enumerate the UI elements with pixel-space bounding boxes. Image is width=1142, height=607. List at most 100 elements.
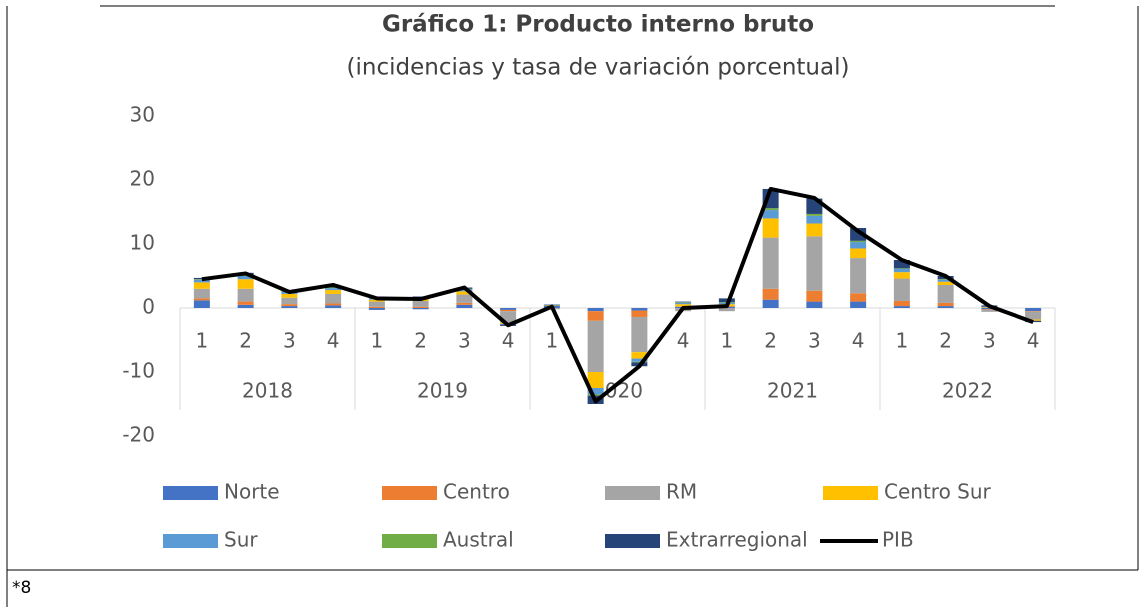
bar-segment — [587, 320, 604, 372]
bar-segment — [937, 284, 954, 303]
bar-segment — [587, 372, 604, 388]
bar-segment — [456, 291, 473, 295]
x-group-label: 2018 — [242, 379, 293, 403]
bar-segment — [850, 240, 867, 243]
bar-segment — [281, 306, 298, 308]
x-tick-label: 4 — [677, 329, 690, 353]
x-tick-label: 1 — [546, 329, 559, 353]
bar-segment — [981, 309, 998, 312]
bar-segment — [325, 305, 342, 308]
bar-segment — [500, 308, 517, 310]
bar-segment — [631, 316, 648, 353]
bar-segment — [587, 394, 604, 396]
bar-segment — [893, 278, 910, 301]
bar-segment — [631, 352, 648, 359]
bar-segment — [325, 293, 342, 304]
bar-segment — [806, 290, 823, 302]
bar-segment — [412, 296, 429, 298]
bar-segment — [850, 228, 867, 241]
bar-segment — [806, 215, 823, 224]
x-tick-label: 3 — [808, 329, 821, 353]
bar-segment — [1025, 311, 1042, 320]
bar-segment — [675, 301, 692, 303]
legend-label: Extrarregional — [666, 528, 808, 552]
x-tick-label: 2 — [414, 329, 427, 353]
x-tick-label: 1 — [721, 329, 734, 353]
x-tick-label: 2 — [239, 329, 252, 353]
bar-segment — [193, 282, 210, 289]
x-tick-label: 4 — [327, 329, 340, 353]
bar-segment — [893, 268, 910, 273]
y-tick-label: -10 — [122, 359, 155, 383]
bar-segment — [762, 299, 779, 308]
x-tick-label: 4 — [1027, 329, 1040, 353]
x-tick-label: 1 — [896, 329, 909, 353]
bar-segment — [675, 302, 692, 305]
bar-segment — [193, 300, 210, 308]
bar-segment — [456, 294, 473, 303]
bar-segment — [1025, 308, 1042, 312]
y-tick-label: 20 — [130, 167, 155, 191]
bar-segment — [193, 279, 210, 283]
bar-segment — [718, 308, 735, 312]
legend-swatch — [163, 486, 218, 500]
bar-segment — [587, 308, 604, 312]
bar-segment — [893, 260, 910, 269]
bar-segment — [675, 302, 692, 303]
bar-segment — [412, 306, 429, 308]
bar-segment — [456, 289, 473, 292]
bar-segment — [937, 281, 954, 285]
bar-segment — [806, 301, 823, 308]
x-tick-label: 4 — [502, 329, 515, 353]
y-tick-label: 0 — [142, 295, 155, 319]
y-tick-label: -20 — [122, 423, 155, 447]
legend-swatch — [382, 486, 437, 500]
bar-segment — [762, 210, 779, 219]
bar-segment — [937, 279, 954, 282]
bar-segment — [981, 308, 998, 310]
bar-segment — [325, 288, 342, 291]
bar-segment — [806, 236, 823, 291]
legend-label: RM — [666, 480, 697, 504]
bar-segment — [631, 308, 648, 311]
bar-segment — [718, 298, 735, 303]
legend-swatch — [163, 534, 218, 548]
x-group-label: 2019 — [417, 379, 468, 403]
bar-segment — [762, 208, 779, 211]
bar-segment — [850, 293, 867, 302]
bar-segment — [412, 300, 429, 307]
bar-segment — [587, 311, 604, 321]
legend-swatch — [605, 486, 660, 500]
bar-segment — [193, 298, 210, 301]
x-tick-label: 1 — [371, 329, 384, 353]
legend-swatch — [605, 534, 660, 548]
bar-segment — [237, 301, 254, 305]
y-tick-label: 10 — [130, 231, 155, 255]
bar-segment — [937, 279, 954, 280]
bar-segment — [850, 242, 867, 249]
bar-segment — [325, 290, 342, 294]
bar-segment — [937, 306, 954, 308]
bar-segment — [806, 223, 823, 237]
bar-segment — [981, 309, 998, 310]
bar-segment — [368, 306, 385, 308]
bar-segment — [281, 304, 298, 307]
bar-segment — [281, 297, 298, 305]
bar-segment — [412, 308, 429, 310]
x-tick-label: 3 — [458, 329, 471, 353]
legend-label: Austral — [443, 528, 514, 552]
legend-swatch — [823, 486, 878, 500]
bar-segment — [937, 302, 954, 307]
bar-segment — [500, 311, 517, 323]
legend-label: Centro — [443, 480, 510, 504]
chart-subtitle: (incidencias y tasa de variación porcent… — [347, 55, 850, 81]
bar-segment — [368, 308, 385, 310]
bar-segment — [850, 258, 867, 294]
bar-segment — [500, 309, 517, 312]
x-tick-label: 3 — [283, 329, 296, 353]
bar-segment — [893, 306, 910, 308]
bar-segment — [456, 304, 473, 308]
x-group-label: 2021 — [767, 379, 818, 403]
bar-segment — [237, 279, 254, 289]
